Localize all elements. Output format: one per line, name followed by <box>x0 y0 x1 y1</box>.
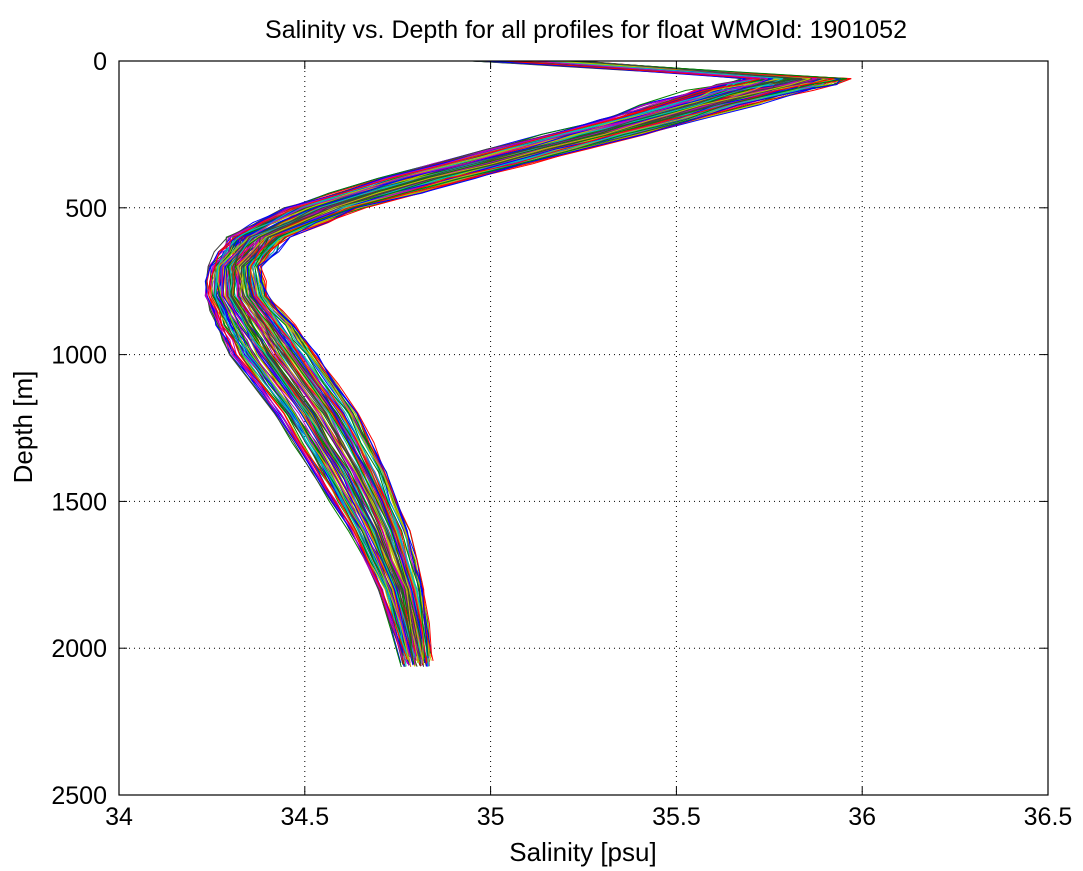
y-axis-title: Depth [m] <box>8 371 38 484</box>
profile-line <box>240 60 807 663</box>
profile-line <box>208 60 761 660</box>
axis-ticks <box>118 60 1049 796</box>
tick-labels: 34 34.5 35 35.5 36 36.5 0 500 1000 1500 2000 2500 <box>51 48 1072 831</box>
profile-line <box>220 60 769 657</box>
profile-line <box>204 60 747 653</box>
profile-line <box>237 60 811 663</box>
y-tick-label: 2000 <box>51 635 107 663</box>
y-tick-label: 1000 <box>51 342 107 370</box>
profile-lines <box>204 60 852 668</box>
profile-line <box>217 60 780 663</box>
x-tick-label: 36 <box>848 803 876 831</box>
plot-frame <box>118 60 1049 796</box>
x-axis-title: Salinity [psu] <box>509 837 656 867</box>
x-tick-label: 35 <box>477 803 505 831</box>
profile-line <box>250 60 835 664</box>
y-tick-label: 500 <box>65 195 107 223</box>
grid-lines <box>119 61 1048 795</box>
y-tick-label: 0 <box>93 48 107 76</box>
profile-line <box>228 60 784 658</box>
x-tick-label: 35.5 <box>652 803 701 831</box>
profile-line <box>238 60 812 667</box>
profile-line <box>222 60 774 666</box>
y-tick-label: 2500 <box>51 782 107 810</box>
y-tick-label: 1500 <box>51 488 107 516</box>
x-tick-label: 36.5 <box>1024 803 1073 831</box>
chart-title: Salinity vs. Depth for all profiles for … <box>265 16 907 44</box>
profile-line <box>257 60 842 659</box>
profile-line <box>233 60 799 665</box>
x-tick-label: 34 <box>105 803 133 831</box>
profile-line <box>243 60 812 659</box>
x-tick-label: 34.5 <box>280 803 329 831</box>
profile-line <box>254 60 848 656</box>
profile-line <box>214 60 761 658</box>
profile-line <box>230 60 802 658</box>
